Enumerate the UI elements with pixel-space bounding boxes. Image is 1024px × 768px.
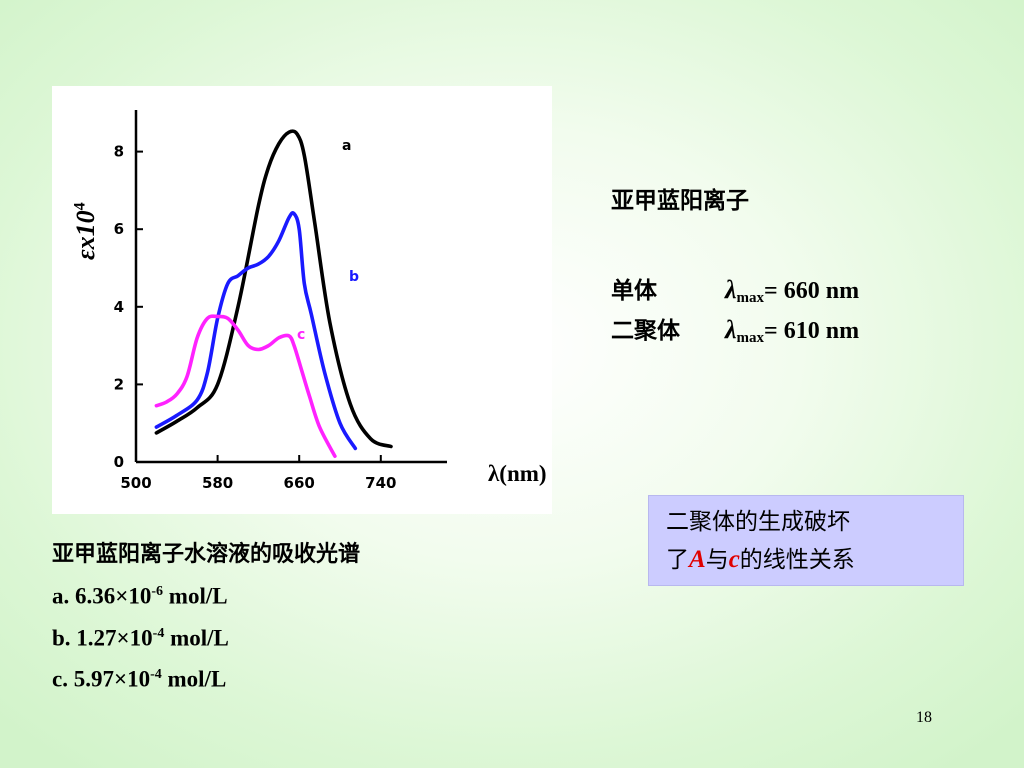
note-c: c [728,546,740,573]
note-A: A [689,546,706,573]
monomer-row: 单体 λmax= 660 nm [611,277,859,306]
caption-unit: mol/L [161,666,227,692]
dimer-value: = 610 nm [764,318,860,344]
x-tick-label: 740 [365,474,396,492]
chart-panel: 0 2 4 6 8 500 580 660 740 a b c [52,86,552,514]
y-tick-label: 6 [114,220,124,238]
caption-line-b: b. 1.27×10-4 mol/L [52,615,360,657]
caption-a-exp: -6 [151,584,164,599]
y-tick-label: 8 [114,143,124,161]
x-tick-label: 580 [202,474,233,492]
y-axis-label-exponent: 4 [71,202,89,211]
note-box: 二聚体的生成破坏 了A与c的线性关系 [648,495,964,586]
x-tick-label: 500 [120,474,151,492]
caption-line-c: c. 5.97×10-4 mol/L [52,656,360,698]
max-subscript: max [736,330,765,346]
y-tick-label: 0 [114,453,124,471]
series-c-line [154,314,337,458]
y-tick-label: 4 [114,298,124,316]
caption-title: 亚甲蓝阳离子水溶液的吸收光谱 [52,542,361,567]
x-tick-label: 660 [284,474,315,492]
caption-c-value: c. 5.97×10 [52,666,151,692]
caption-unit: mol/L [164,625,229,651]
caption-c-exp: -4 [150,667,162,683]
series-a-line [154,129,393,449]
page-number: 18 [916,709,932,726]
x-axis-label: λ(nm) [488,461,547,486]
max-subscript: max [736,290,765,306]
note-le: 了 [666,547,689,573]
dimer-label: 二聚体 [611,318,680,344]
note-yu: 与 [705,547,729,573]
caption-b-exp: -4 [152,625,165,641]
caption-unit: mol/L [163,583,228,609]
caption-a-value: a. 6.36×10 [52,583,152,609]
note-tail: 的线性关系 [739,547,855,573]
caption-line-a: a. 6.36×10-6 mol/L [52,573,360,615]
lambda-symbol: λ [725,315,737,344]
dimer-row: 二聚体 λmax= 610 nm [611,317,859,346]
monomer-label: 单体 [611,278,657,304]
series-b-line [154,211,358,451]
caption-b-value: b. 1.27×10 [52,625,153,651]
y-tick-label: 2 [114,375,124,393]
note-line-2: 了A与c的线性关系 [666,541,953,579]
info-title: 亚甲蓝阳离子 [611,188,749,214]
series-c-label: c [297,327,305,343]
series-b-label: b [349,269,359,285]
absorption-spectrum-chart: 0 2 4 6 8 500 580 660 740 a b c [114,110,447,492]
monomer-value: = 660 nm [764,278,860,304]
caption-block: 亚甲蓝阳离子水溶液的吸收光谱 a. 6.36×10-6 mol/L b. 1.2… [52,536,360,698]
y-axis-label: εx104 [71,202,101,260]
lambda-symbol: λ [725,275,737,304]
series-a-label: a [342,138,351,154]
y-axis-label-text: εx10 [71,210,100,260]
note-line-1: 二聚体的生成破坏 [666,509,850,535]
